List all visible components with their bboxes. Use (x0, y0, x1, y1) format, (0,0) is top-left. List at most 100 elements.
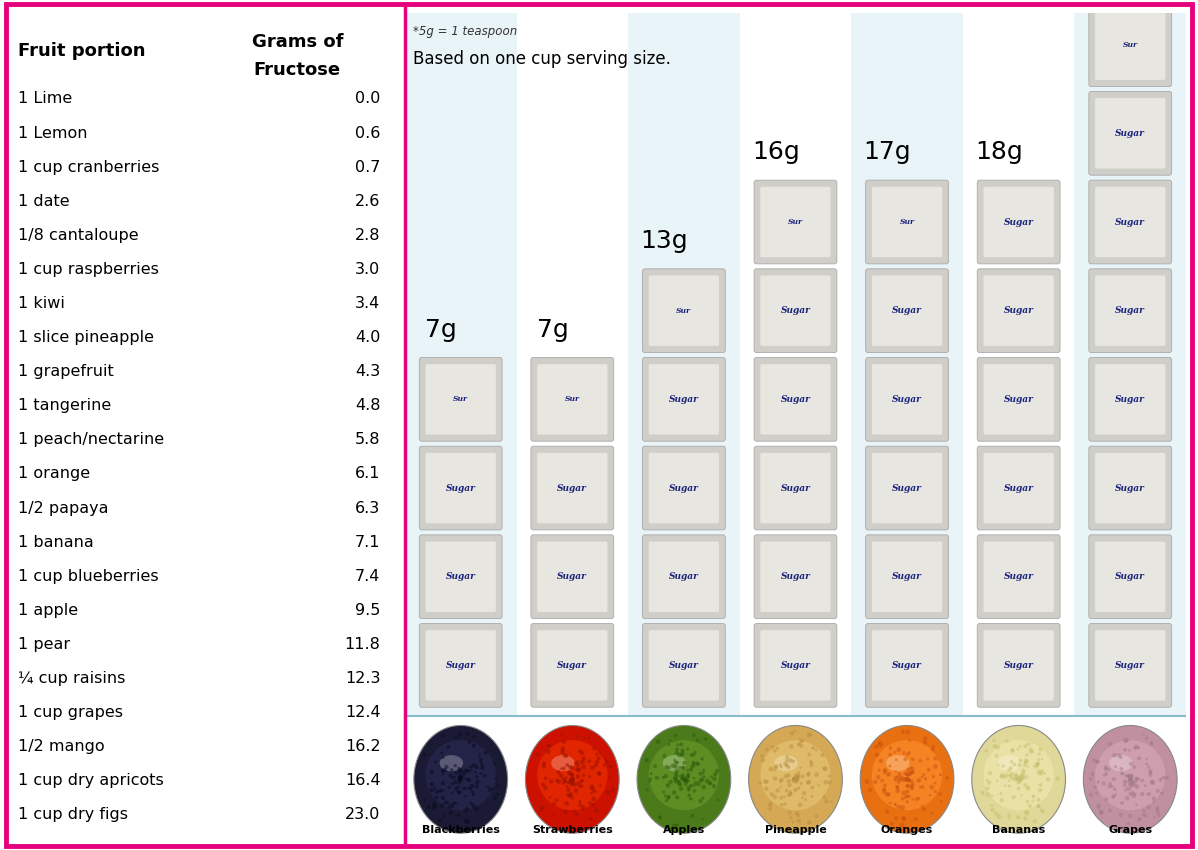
Point (458, 802, 477, 815)
Point (1123, 777, 1142, 790)
Point (1024, 759, 1043, 773)
Point (679, 781, 698, 795)
Point (664, 759, 683, 773)
Point (561, 775, 580, 789)
Text: Sugar: Sugar (446, 484, 476, 492)
Point (688, 734, 707, 747)
Point (1030, 763, 1049, 777)
Point (860, 784, 879, 797)
Point (665, 753, 684, 767)
Point (486, 771, 506, 785)
Point (1144, 795, 1163, 808)
Point (471, 767, 490, 780)
Point (910, 780, 930, 794)
Point (1103, 790, 1123, 804)
Point (998, 768, 1017, 782)
Point (473, 761, 492, 774)
Point (885, 745, 904, 759)
Point (589, 767, 609, 780)
Point (489, 779, 508, 792)
Point (437, 796, 456, 809)
Point (434, 776, 453, 790)
Point (640, 774, 659, 788)
Point (1151, 786, 1170, 800)
Point (786, 768, 805, 782)
Point (1029, 799, 1048, 813)
Text: Sugar: Sugar (781, 306, 810, 315)
Point (902, 779, 921, 793)
Point (651, 811, 670, 824)
Point (447, 796, 466, 810)
Point (1115, 734, 1135, 747)
FancyBboxPatch shape (866, 358, 949, 441)
Point (779, 768, 798, 782)
Point (666, 728, 685, 742)
Point (976, 744, 996, 757)
FancyBboxPatch shape (754, 624, 837, 707)
Point (419, 801, 438, 814)
Point (452, 763, 471, 777)
Point (1008, 772, 1027, 785)
Text: 18g: 18g (975, 140, 1023, 164)
Ellipse shape (1083, 726, 1178, 833)
Point (480, 783, 500, 796)
Point (803, 790, 822, 803)
Point (897, 774, 916, 787)
Point (900, 734, 919, 747)
Point (799, 728, 818, 741)
Point (898, 768, 918, 782)
Text: ¼ cup raisins: ¼ cup raisins (18, 671, 126, 686)
Point (1017, 807, 1036, 820)
Point (694, 763, 713, 777)
Point (783, 773, 803, 786)
Point (1027, 760, 1046, 774)
Point (915, 731, 934, 745)
Point (1119, 769, 1138, 783)
Ellipse shape (1095, 740, 1166, 810)
Text: Sugar: Sugar (1115, 218, 1145, 226)
Point (441, 806, 460, 819)
Text: Sugar: Sugar (1115, 395, 1145, 404)
Point (807, 768, 827, 781)
Point (692, 813, 712, 826)
Point (785, 773, 804, 786)
FancyBboxPatch shape (984, 630, 1054, 700)
Point (667, 745, 686, 759)
Point (564, 804, 583, 818)
Point (779, 789, 798, 802)
Point (1100, 779, 1119, 793)
Point (1009, 743, 1028, 756)
Point (654, 785, 673, 799)
Text: 1 Lemon: 1 Lemon (18, 126, 87, 140)
Point (456, 781, 476, 795)
Text: Sugar: Sugar (893, 395, 922, 404)
Point (437, 760, 456, 774)
Point (448, 780, 467, 794)
FancyBboxPatch shape (1089, 446, 1172, 530)
Point (694, 791, 713, 805)
Point (460, 735, 479, 749)
FancyBboxPatch shape (419, 358, 502, 441)
Point (898, 785, 918, 798)
Point (582, 761, 601, 774)
Point (898, 725, 918, 739)
Point (688, 756, 707, 770)
Point (789, 814, 809, 828)
Point (434, 764, 453, 778)
Point (573, 746, 592, 760)
Point (794, 786, 813, 800)
Point (665, 785, 684, 799)
Point (1095, 768, 1114, 782)
Point (470, 749, 489, 762)
Point (540, 790, 559, 804)
Point (993, 770, 1012, 784)
Point (1016, 812, 1035, 825)
FancyBboxPatch shape (531, 624, 613, 707)
Point (682, 762, 701, 776)
Point (902, 766, 921, 779)
Point (815, 762, 834, 775)
Point (673, 760, 692, 774)
Text: 0.7: 0.7 (355, 160, 381, 174)
Point (485, 757, 504, 771)
Point (890, 773, 909, 786)
